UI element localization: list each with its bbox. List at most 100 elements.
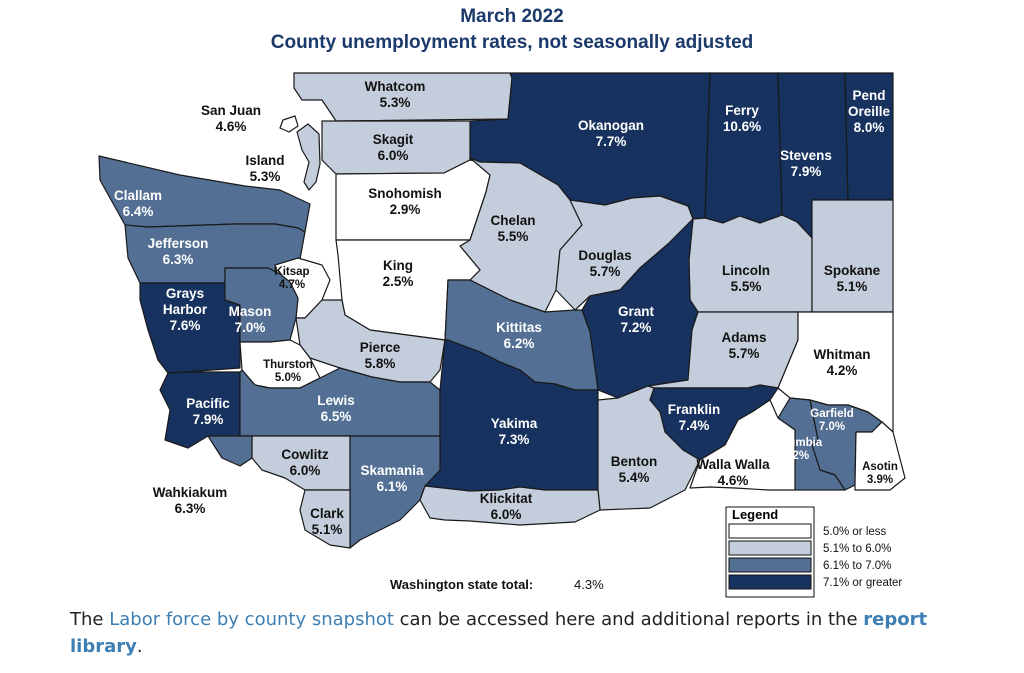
- county-name: Adams: [721, 330, 766, 345]
- county-rate: 7.9%: [193, 412, 224, 427]
- county-name: Franklin: [668, 402, 721, 417]
- county-label-skagit: Skagit 6.0%: [373, 132, 414, 163]
- county-label-garfield: Garfield 7.0%: [810, 408, 853, 433]
- county-rate: 6.5%: [321, 409, 352, 424]
- county-label-clark: Clark 5.1%: [310, 506, 344, 537]
- county-rate: 5.8%: [365, 356, 396, 371]
- county-name: Skamania: [360, 463, 424, 478]
- map-subtitle: County unemployment rates, not seasonall…: [270, 32, 754, 53]
- county-rate: 5.5%: [731, 279, 762, 294]
- county-klickitat: [419, 485, 601, 526]
- legend-label: 5.1% to 6.0%: [823, 543, 891, 555]
- county-name-line1: Pend: [852, 88, 885, 103]
- county-name: Whitman: [814, 347, 871, 362]
- county-name: Pierce: [360, 340, 401, 355]
- county-name: Clark: [310, 506, 344, 521]
- county-rate: 10.6%: [723, 119, 761, 134]
- county-rate: 2.5%: [383, 274, 414, 289]
- county-rate: 6.4%: [123, 204, 154, 219]
- state-total-value: 4.3%: [574, 577, 604, 592]
- county-label-columbia: Columbia 6.2%: [770, 437, 823, 462]
- county-rate: 6.3%: [175, 501, 206, 516]
- county-name: Stevens: [780, 148, 832, 163]
- county-rate: 5.0%: [275, 372, 301, 384]
- county-rate: 5.5%: [498, 229, 529, 244]
- county-name: Snohomish: [368, 186, 442, 201]
- county-rate: 6.2%: [504, 336, 535, 351]
- county-label-pendoreille: Pend Oreille 8.0%: [848, 88, 891, 135]
- county-rate: 7.2%: [621, 320, 652, 335]
- map-title: March 2022: [460, 6, 564, 27]
- county-rate: 6.0%: [290, 463, 321, 478]
- county-rate: 5.1%: [837, 279, 868, 294]
- county-label-klickitat: Klickitat 6.0%: [480, 491, 533, 522]
- county-rate: 5.3%: [380, 95, 411, 110]
- county-name: Douglas: [578, 248, 631, 263]
- legend-label: 7.1% or greater: [823, 577, 902, 589]
- washington-county-map: Whatcom 5.3%Okanogan 7.7%Ferry 10.6%Stevens…: [98, 72, 906, 598]
- county-label-graysharbor: Grays Harbor 7.6%: [163, 286, 208, 333]
- state-total-label: Washington state total:: [390, 577, 533, 592]
- footer-text-after: .: [136, 636, 143, 657]
- county-label-whatcom: Whatcom 5.3%: [365, 79, 426, 110]
- county-rate: 6.1%: [377, 479, 408, 494]
- county-rate: 5.7%: [729, 346, 760, 361]
- county-label-franklin: Franklin 7.4%: [668, 402, 721, 433]
- report-library-link[interactable]: report library: [70, 609, 928, 657]
- county-label-thurston: Thurston 5.0%: [263, 359, 313, 384]
- county-rate: 5.1%: [312, 522, 343, 537]
- county-rate: 2.9%: [390, 202, 421, 217]
- county-name: Benton: [611, 454, 658, 469]
- county-label-yakima: Yakima 7.3%: [491, 416, 538, 447]
- county-rate: 7.0%: [819, 421, 845, 433]
- county-name-line1: Grays: [166, 286, 204, 301]
- county-label-okanogan: Okanogan 7.7%: [578, 118, 644, 149]
- legend-swatch: [728, 523, 812, 539]
- county-benton: [597, 385, 701, 511]
- county-wallawalla: [689, 399, 796, 491]
- county-name: Skagit: [373, 132, 414, 147]
- labor-force-snapshot-link[interactable]: Labor force by county snapshot: [109, 609, 394, 630]
- county-name: Chelan: [490, 213, 535, 228]
- county-rate: 8.0%: [854, 120, 885, 135]
- county-name: Kitsap: [274, 266, 309, 278]
- county-label-mason: Mason 7.0%: [229, 304, 272, 335]
- county-name-line2: Harbor: [163, 302, 208, 317]
- legend-swatch: [728, 574, 812, 590]
- county-name: Columbia: [770, 437, 823, 449]
- county-name: Garfield: [810, 408, 853, 420]
- footer-text-before: The: [70, 609, 110, 630]
- county-label-kitsap: Kitsap 4.7%: [274, 266, 309, 291]
- county-name-line2: Oreille: [848, 104, 891, 119]
- county-label-stevens: Stevens 7.9%: [780, 148, 832, 179]
- county-label-spokane: Spokane 5.1%: [824, 263, 881, 294]
- county-name: Klickitat: [480, 491, 533, 506]
- county-name: Whatcom: [365, 79, 426, 94]
- legend-label: 6.1% to 7.0%: [823, 560, 891, 572]
- county-rate: 5.7%: [590, 264, 621, 279]
- county-clark: [299, 489, 351, 549]
- county-rate: 6.0%: [491, 507, 522, 522]
- legend-swatch: [728, 540, 812, 556]
- county-label-pacific: Pacific 7.9%: [186, 396, 230, 427]
- county-label-wahkiakum: Wahkiakum 6.3%: [153, 485, 228, 516]
- county-island: [296, 123, 321, 191]
- county-rate: 5.4%: [619, 470, 650, 485]
- county-label-lewis: Lewis 6.5%: [317, 393, 355, 424]
- county-name: Walla Walla: [696, 457, 770, 472]
- county-name: Lincoln: [722, 263, 770, 278]
- county-rate: 4.2%: [827, 363, 858, 378]
- legend: Legend 5.0% or less 5.1% to 6.0% 6.1% to 7…: [725, 506, 902, 598]
- county-name: Island: [245, 153, 284, 168]
- legend-swatch: [728, 557, 812, 573]
- county-name: Spokane: [824, 263, 881, 278]
- county-label-wallawalla: Walla Walla 4.6%: [696, 457, 770, 488]
- county-label-sanjuan: San Juan 4.6%: [201, 103, 261, 134]
- county-name: Thurston: [263, 359, 313, 371]
- county-mason: [224, 267, 299, 343]
- county-label-island: Island 5.3%: [245, 153, 284, 184]
- county-label-snohomish: Snohomish 2.9%: [368, 186, 442, 217]
- county-label-asotin: Asotin 3.9%: [862, 461, 898, 486]
- county-asotin: [854, 421, 906, 491]
- county-label-pierce: Pierce 5.8%: [360, 340, 401, 371]
